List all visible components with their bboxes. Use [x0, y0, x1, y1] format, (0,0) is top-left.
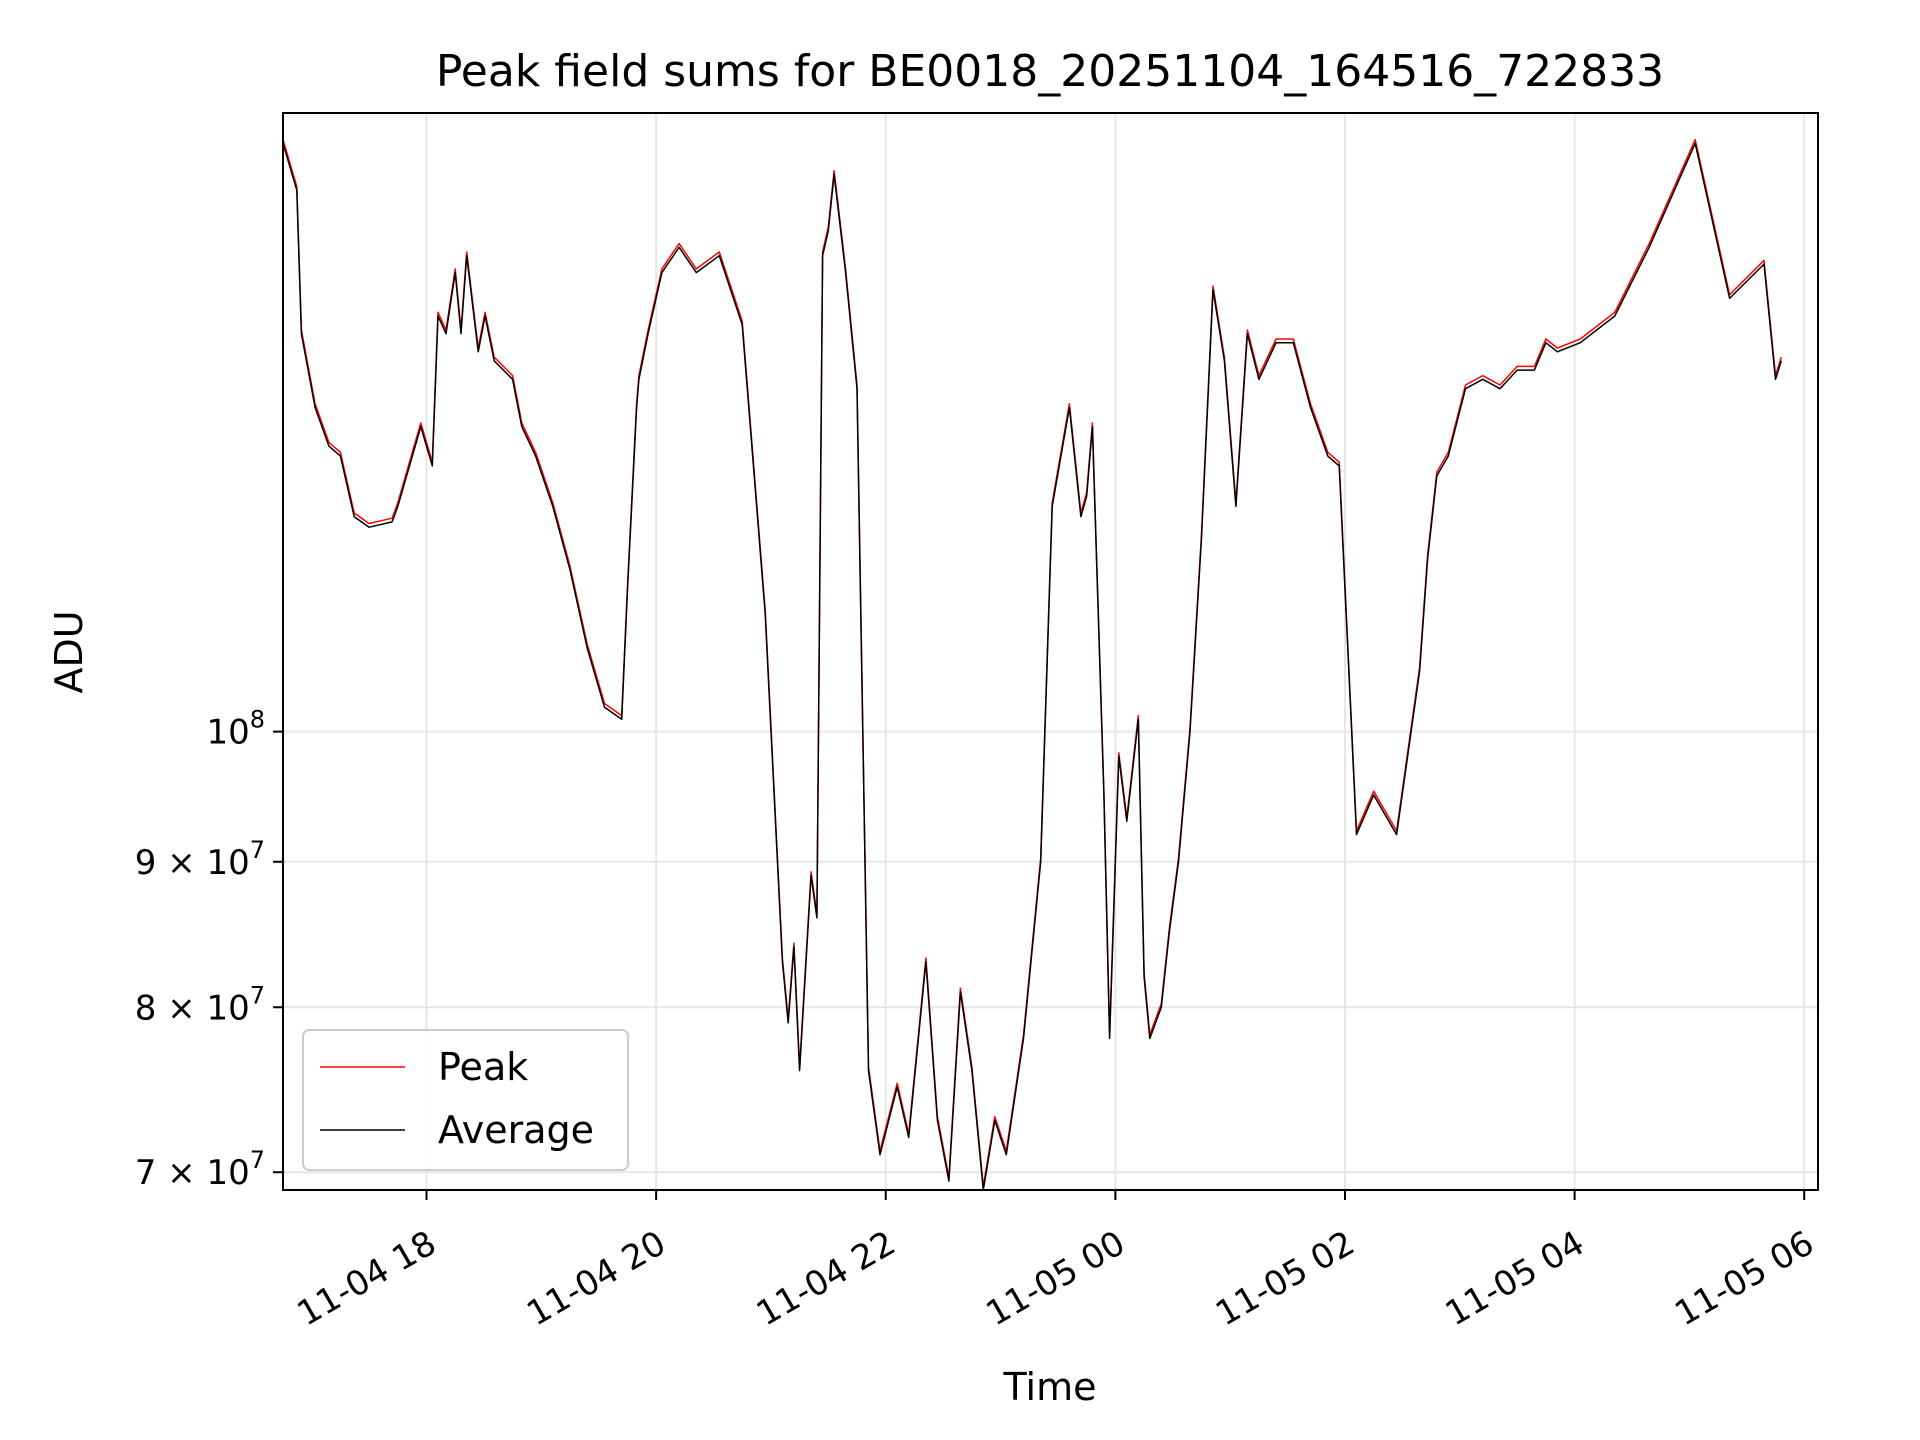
y-tick-exponent: 7: [250, 981, 265, 1009]
y-tick-base: 7 × 10: [135, 1153, 250, 1193]
plot-frame: [282, 112, 1819, 1191]
legend-box: [302, 1029, 629, 1171]
y-tick-exponent: 7: [250, 1146, 265, 1174]
legend-label-peak: Peak: [438, 1045, 528, 1089]
y-tick-base: 9 × 10: [135, 843, 250, 883]
y-tick-label: 9 × 107: [135, 836, 265, 883]
chart-title: Peak field sums for BE0018_20251104_1645…: [436, 46, 1664, 97]
y-axis-label: ADU: [47, 610, 91, 693]
y-tick-base: 8 × 10: [135, 988, 250, 1028]
y-tick-label: 8 × 107: [135, 981, 265, 1028]
y-tick-base: 10: [206, 713, 249, 753]
legend: Peak Average: [302, 1029, 629, 1171]
y-tick-exponent: 8: [250, 706, 265, 734]
series-layer: [282, 138, 1783, 1191]
y-tick-label: 108: [206, 706, 265, 753]
y-tick-exponent: 7: [250, 836, 265, 864]
x-axis-label: Time: [1003, 1365, 1097, 1409]
series-line-average: [282, 142, 1783, 1191]
y-tick-label: 7 × 107: [135, 1146, 265, 1193]
legend-label-average: Average: [438, 1108, 594, 1152]
